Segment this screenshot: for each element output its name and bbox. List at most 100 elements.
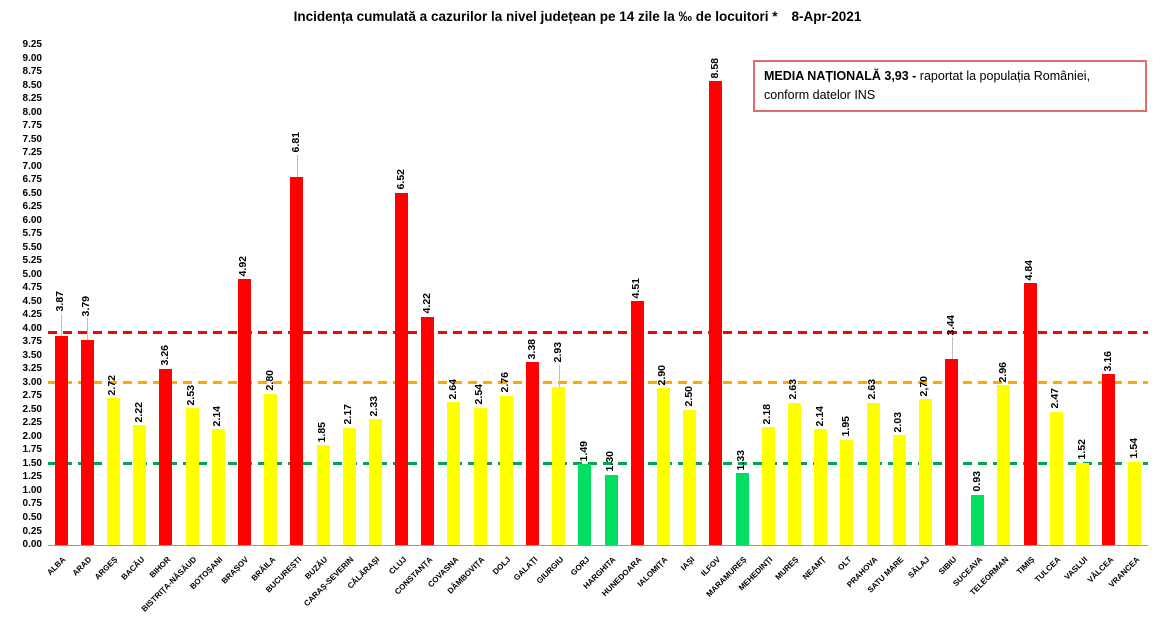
- bar-hunedoara: [630, 301, 644, 545]
- bar-value-label: 2.72: [106, 374, 119, 395]
- bar-value-label: 2.76: [499, 372, 512, 393]
- y-tick-label: 8.50: [22, 79, 42, 91]
- y-tick-label: 7.00: [22, 160, 42, 172]
- y-tick-label: 6.25: [22, 201, 42, 213]
- bar-value-label: 2.33: [368, 395, 381, 417]
- bar-cluj: [395, 192, 409, 545]
- bar-value-label: 2.17: [342, 404, 355, 425]
- bar-teleorman: [997, 385, 1011, 545]
- y-tick-label: 0.50: [22, 511, 42, 523]
- bar-tulcea: [1049, 411, 1063, 545]
- bar-value-label: 1.33: [735, 449, 748, 471]
- bar-iași: [683, 409, 697, 545]
- y-tick-label: 2.00: [22, 430, 42, 442]
- y-tick-label: 0.25: [22, 525, 42, 537]
- bar-value-label: 2,70: [918, 375, 931, 397]
- bar-timiș: [1023, 283, 1037, 545]
- bar-value-label: 2.03: [892, 411, 905, 433]
- bar-value-label: 3.38: [525, 338, 538, 360]
- y-tick-label: 2.50: [22, 403, 42, 415]
- label-leader-line: [951, 337, 953, 360]
- bar-buzău: [316, 445, 330, 545]
- bar-value-label: 2.63: [866, 379, 878, 400]
- bar-vrancea: [1128, 461, 1142, 545]
- bar-value-label: 2.14: [211, 405, 224, 427]
- bar-value-label: 1.95: [839, 416, 852, 437]
- label-leader-line: [558, 364, 560, 387]
- bar-călărași: [368, 419, 382, 545]
- chart-title-text: Incidența cumulată a cazurilor la nivel …: [293, 9, 778, 24]
- bar-value-label: 0.93: [970, 471, 983, 492]
- label-leader-line: [61, 313, 63, 336]
- bar-value-label: 2.18: [761, 403, 774, 425]
- bar-dolj: [499, 395, 513, 545]
- bar-value-label: 1.49: [577, 441, 590, 462]
- label-leader-line: [296, 154, 298, 177]
- national-average-text: raportat la populația României, conform …: [764, 69, 1091, 102]
- reference-line-media-nationala: [48, 331, 1148, 335]
- bar-sălaj: [918, 399, 932, 545]
- bar-value-label: 2.54: [473, 384, 486, 405]
- bar-value-label: 2.96: [996, 361, 1009, 382]
- bar-ialomița: [656, 388, 670, 545]
- bar-value-label: 6.52: [394, 169, 407, 190]
- y-tick-label: 1.25: [22, 471, 42, 483]
- bar-value-label: 1.85: [316, 421, 328, 442]
- bar-mureș: [787, 402, 801, 545]
- bar-galați: [526, 362, 540, 545]
- y-tick-label: 8.75: [22, 66, 42, 78]
- y-tick-label: 0.00: [22, 539, 42, 550]
- bar-covasna: [447, 402, 461, 545]
- plot-area: 3.87 3.79 2.72 2.22 3.26 2.53 2.14 4.92 2.80 6.81…: [48, 45, 1148, 546]
- y-tick-label: 3.50: [22, 349, 42, 361]
- bar-value-label: 2.50: [682, 386, 695, 407]
- y-tick-label: 4.25: [22, 309, 42, 321]
- reference-line-prag-1.50: [48, 462, 1148, 466]
- bar-value-label: 2.47: [1049, 388, 1062, 409]
- y-tick-label: 8.00: [22, 106, 42, 118]
- bar-bacău: [133, 425, 147, 545]
- bar-harghita: [604, 474, 618, 545]
- bar-mehedinți: [761, 427, 775, 545]
- bar-value-label: 1.54: [1127, 438, 1140, 459]
- bar-vaslui: [1076, 462, 1090, 545]
- bar-gorj: [578, 464, 592, 545]
- bar-sibiu: [945, 359, 959, 545]
- y-tick-label: 4.75: [22, 282, 42, 294]
- reference-line-prag-3.00: [48, 381, 1148, 385]
- y-tick-label: 5.75: [22, 228, 42, 240]
- y-tick-label: 4.00: [22, 322, 42, 334]
- y-tick-label: 5.50: [22, 241, 42, 253]
- chart-date: 8-Apr-2021: [791, 9, 862, 24]
- y-tick-label: 0.75: [22, 498, 42, 510]
- y-tick-label: 6.75: [22, 174, 42, 186]
- bar-value-label: 4.92: [237, 255, 250, 277]
- y-tick-label: 2.75: [22, 390, 42, 402]
- bar-value-label: 2.14: [813, 405, 826, 427]
- bar-maramureș: [735, 473, 749, 545]
- y-tick-label: 5.00: [22, 268, 42, 280]
- bar-value-label: 6.81: [289, 132, 302, 153]
- bar-value-label: 2.80: [263, 370, 276, 391]
- y-tick-label: 7.25: [22, 147, 42, 159]
- bar-value-label: 2.93: [551, 342, 564, 363]
- bar-value-label: 1.30: [604, 451, 617, 472]
- bar-brăila: [264, 393, 278, 545]
- bar-alba: [54, 335, 68, 545]
- bar-caraș-severin: [342, 427, 356, 545]
- bar-value-label: 4.51: [630, 277, 643, 299]
- bar-prahova: [866, 402, 880, 545]
- bar-vâlcea: [1102, 374, 1116, 545]
- bar-value-label: 4.84: [1023, 259, 1036, 281]
- y-tick-label: 7.50: [22, 133, 42, 145]
- y-tick-label: 3.25: [22, 363, 42, 375]
- bar-bihor: [159, 368, 173, 545]
- y-tick-label: 3.00: [22, 376, 42, 388]
- bar-value-label: 2.63: [787, 379, 800, 400]
- chart-title: Incidența cumulată a cazurilor la nivel …: [0, 9, 1155, 24]
- bar-olt: [840, 439, 854, 545]
- national-average-note: MEDIA NAȚIONALĂ 3,93 - raportat la popul…: [753, 60, 1147, 112]
- y-tick-label: 1.50: [22, 457, 42, 469]
- bar-value-label: 2.22: [132, 401, 145, 422]
- y-tick-label: 3.75: [22, 336, 42, 348]
